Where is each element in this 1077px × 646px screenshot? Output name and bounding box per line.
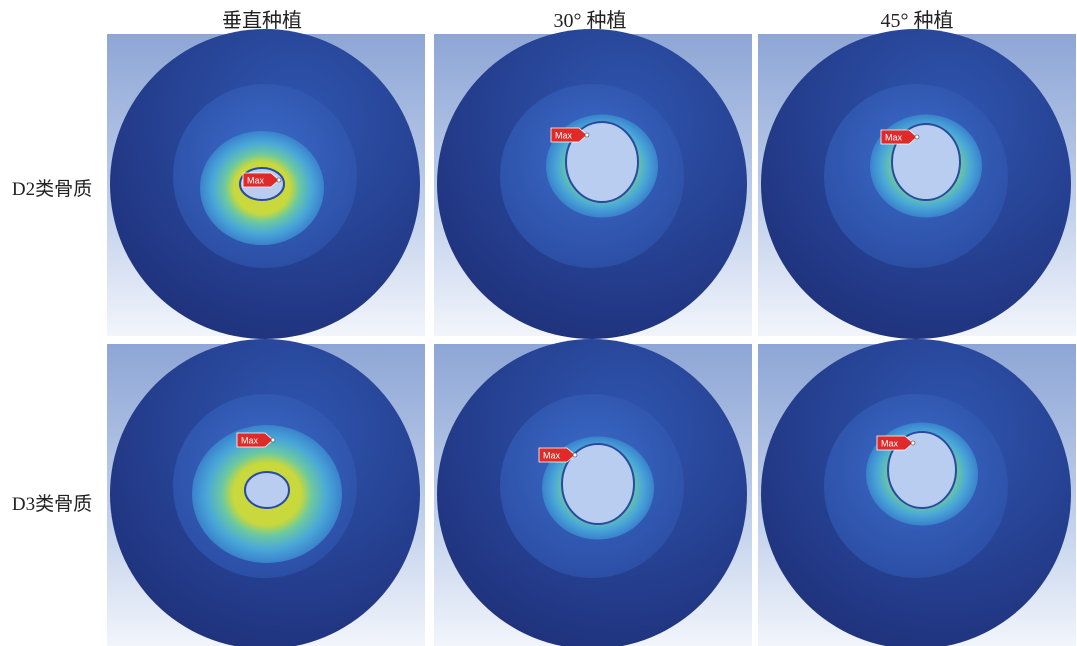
- panel: Max: [434, 339, 752, 646]
- max-point: [277, 178, 281, 182]
- figure: 垂直种植 30° 种植 45° 种植 D2类骨质 D3类骨质 MaxMaxMax…: [0, 0, 1077, 646]
- max-point: [573, 453, 577, 457]
- panel: Max: [758, 29, 1076, 339]
- max-label: Max: [543, 450, 561, 460]
- panel: Max: [107, 339, 425, 646]
- max-label: Max: [555, 130, 573, 140]
- max-label: Max: [241, 435, 259, 445]
- panel: Max: [434, 29, 752, 339]
- max-point: [915, 135, 919, 139]
- max-point: [585, 133, 589, 137]
- panel-grid: Max Max Max Max Max Max: [0, 0, 1077, 646]
- max-point: [271, 438, 275, 442]
- panel: Max: [107, 29, 425, 339]
- max-label: Max: [247, 175, 265, 185]
- hole: [245, 472, 289, 508]
- max-label: Max: [881, 438, 899, 448]
- panel: Max: [758, 339, 1076, 646]
- max-point: [911, 441, 915, 445]
- max-label: Max: [885, 132, 903, 142]
